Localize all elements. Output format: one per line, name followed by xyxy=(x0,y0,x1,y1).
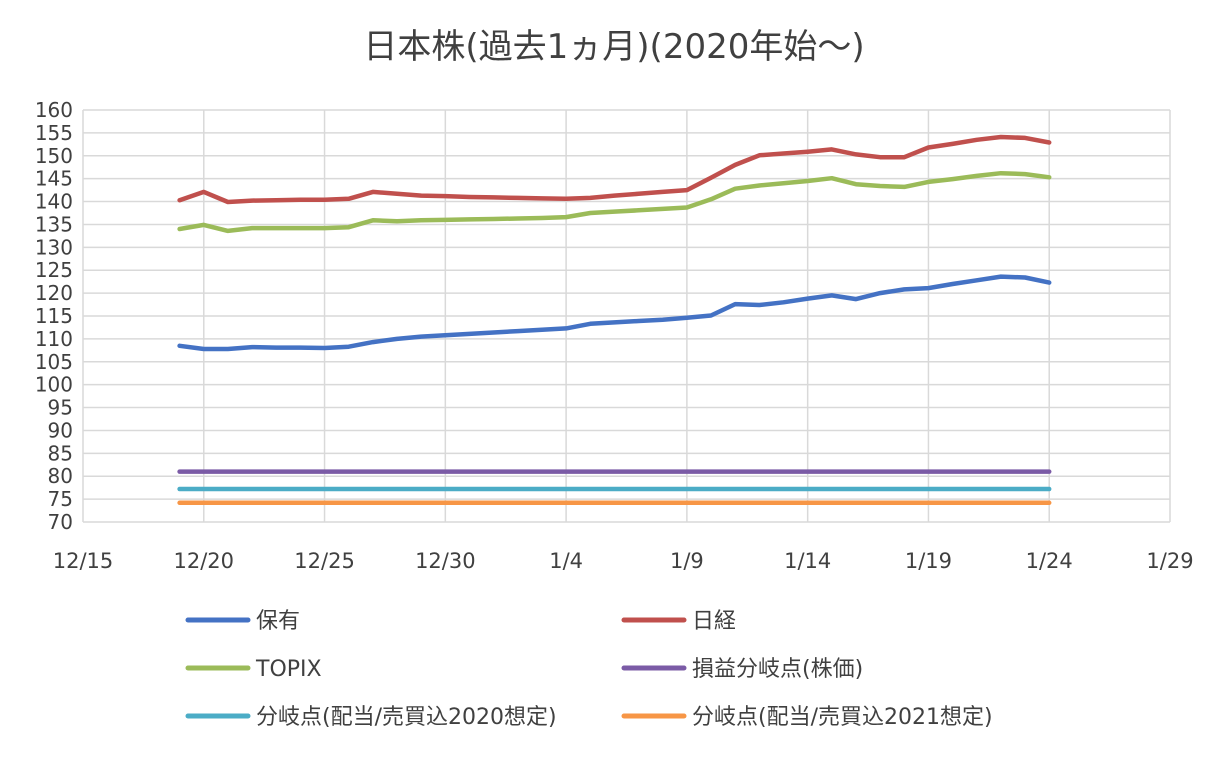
y-tick-label: 80 xyxy=(48,464,73,488)
x-tick-label: 1/4 xyxy=(549,549,583,573)
legend-label: 分岐点(配当/売買込2021想定) xyxy=(692,705,993,730)
y-tick-label: 115 xyxy=(35,304,73,328)
legend-label: 日経 xyxy=(692,609,736,634)
chart-title: 日本株(過去1ヵ月)(2020年始〜) xyxy=(363,27,864,67)
y-tick-label: 160 xyxy=(35,98,73,122)
y-tick-label: 105 xyxy=(35,350,73,374)
y-tick-label: 140 xyxy=(35,190,73,214)
x-tick-label: 1/29 xyxy=(1146,549,1193,573)
x-tick-label: 12/15 xyxy=(53,549,114,573)
y-tick-label: 120 xyxy=(35,281,73,305)
y-tick-label: 135 xyxy=(35,212,73,236)
y-tick-label: 110 xyxy=(35,327,73,351)
y-tick-label: 130 xyxy=(35,235,73,259)
x-tick-label: 12/30 xyxy=(415,549,476,573)
y-tick-label: 85 xyxy=(48,441,73,465)
series-line-1 xyxy=(177,274,1052,352)
y-tick-label: 155 xyxy=(35,121,73,145)
x-tick-label: 1/9 xyxy=(670,549,704,573)
y-tick-label: 75 xyxy=(48,487,73,511)
y-tick-label: 125 xyxy=(35,258,73,282)
legend: 保有 日経 TOPIX 損益分岐点(株価) 分岐点(配当/売買込2020想定) 分岐点(配… xyxy=(185,609,993,730)
axes: 7075808590951001051101151201251301351401… xyxy=(35,98,1194,573)
x-tick-label: 1/19 xyxy=(905,549,952,573)
y-tick-label: 150 xyxy=(35,144,73,168)
y-tick-label: 145 xyxy=(35,167,73,191)
legend-label: 分岐点(配当/売買込2020想定) xyxy=(256,705,557,730)
legend-label: 保有 xyxy=(256,609,300,634)
y-tick-label: 70 xyxy=(48,510,73,534)
x-tick-label: 1/14 xyxy=(784,549,831,573)
legend-label: TOPIX xyxy=(255,657,322,682)
legend-label: 損益分岐点(株価) xyxy=(692,657,863,682)
x-tick-label: 12/25 xyxy=(294,549,355,573)
series-line-2 xyxy=(177,134,1052,205)
series-line-3 xyxy=(177,170,1052,234)
x-tick-label: 1/24 xyxy=(1026,549,1073,573)
y-tick-label: 95 xyxy=(48,396,73,420)
y-tick-label: 90 xyxy=(48,418,73,442)
series-lines xyxy=(177,134,1052,506)
x-tick-label: 12/20 xyxy=(174,549,235,573)
y-tick-label: 100 xyxy=(35,373,73,397)
